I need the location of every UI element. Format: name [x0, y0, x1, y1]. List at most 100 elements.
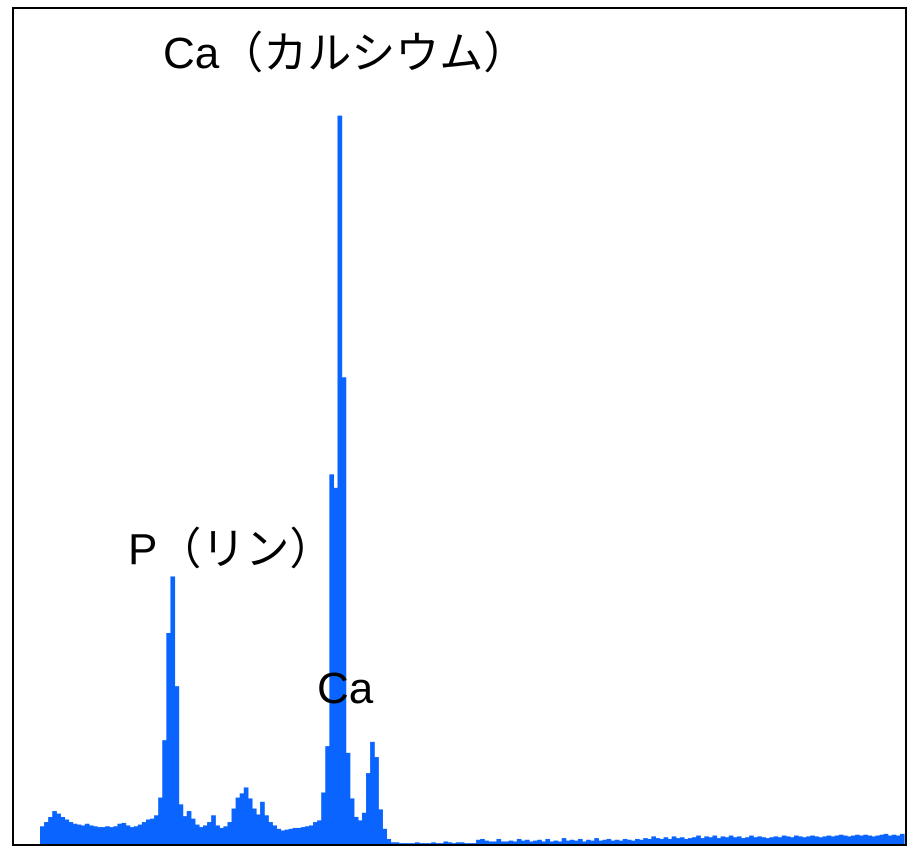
spectrum-bar	[663, 837, 669, 844]
spectrum-bar	[533, 840, 538, 844]
spectrum-bar	[883, 833, 889, 844]
spectrum-bar	[154, 815, 159, 844]
spectrum-bar	[761, 837, 767, 844]
spectrum-bar	[141, 822, 147, 844]
plot-frame	[12, 7, 907, 846]
spectrum-bar	[545, 838, 551, 844]
spectrum-bar	[492, 841, 498, 844]
spectrum-bar	[105, 826, 110, 844]
spectrum-bar	[586, 839, 591, 844]
spectrum-bar	[109, 827, 114, 844]
spectrum-bar	[150, 818, 155, 844]
spectrum-bar	[137, 824, 143, 844]
spectrum-bar	[398, 843, 404, 844]
spectrum-bar	[749, 835, 754, 844]
spectrum-bar	[317, 820, 322, 844]
spectrum-bar	[700, 838, 705, 844]
spectrum-bar	[512, 841, 518, 844]
spectrum-bar	[223, 826, 229, 844]
spectrum-bar	[463, 843, 469, 844]
spectrum-bar	[753, 837, 758, 844]
peak-labels: Ca（カルシウム） P（リン） Ca	[128, 29, 527, 713]
spectrum-bar	[341, 377, 347, 844]
spectrum-bar	[618, 840, 624, 844]
spectrum-bar	[333, 487, 339, 844]
spectrum-bar	[553, 840, 559, 844]
spectrum-bar	[863, 834, 868, 844]
spectrum-bar	[276, 828, 282, 844]
spectrum-bar	[227, 822, 233, 844]
spectrum-bar	[757, 836, 762, 844]
spectrum-bar	[557, 841, 563, 844]
spectrum-bar	[476, 839, 481, 844]
spectrum-bar	[211, 815, 216, 844]
spectrum-bars	[40, 115, 905, 844]
spectrum-bar	[419, 843, 424, 844]
spectrum-bar	[329, 474, 335, 844]
spectrum-bar	[895, 835, 901, 844]
spectrum-bar	[288, 828, 294, 844]
spectrum-bar	[349, 798, 355, 844]
spectrum-bar	[170, 576, 176, 844]
spectrum-bar	[806, 836, 811, 844]
spectrum-bar	[569, 839, 575, 844]
spectrum-bar	[402, 843, 408, 844]
spectrum-bar	[671, 836, 677, 844]
spectrum-bar	[219, 827, 224, 844]
spectrum-bar	[842, 835, 848, 844]
spectrum-bar	[84, 823, 90, 844]
spectrum-bar	[639, 839, 644, 844]
spectrum-bar	[724, 837, 730, 844]
spectrum-bar	[52, 811, 57, 844]
spectrum-bar	[720, 836, 726, 844]
spectrum-bar	[264, 815, 269, 844]
spectrum-bar	[386, 838, 392, 844]
spectrum-bar	[178, 804, 184, 844]
spectrum-bar	[247, 798, 253, 844]
p-peak-label: P（リン）	[128, 525, 333, 574]
spectrum-bar	[728, 835, 734, 844]
spectrum-bar	[304, 826, 310, 844]
spectrum-bar	[48, 816, 53, 844]
spectrum-bar	[60, 816, 66, 844]
spectrum-bar	[182, 816, 188, 844]
spectrum-bar	[406, 843, 412, 844]
spectrum-bar	[867, 835, 872, 844]
spectrum-bar	[777, 837, 783, 844]
spectrum-bar	[594, 838, 599, 844]
spectrum-bar	[688, 838, 693, 844]
spectrum-bar	[598, 840, 604, 844]
spectrum-bar	[44, 822, 49, 844]
spectrum-bar	[814, 836, 820, 844]
spectrum-bar	[692, 837, 697, 844]
spectrum-bar	[891, 834, 897, 844]
spectrum-bar	[410, 843, 416, 844]
spectrum-bar	[337, 115, 343, 844]
spectrum-bar	[610, 840, 616, 844]
spectrum-bar	[732, 837, 738, 844]
spectrum-bar	[875, 835, 881, 844]
spectrum-bar	[97, 827, 102, 844]
spectrum-bar	[361, 812, 367, 844]
spectrum-bar	[186, 811, 192, 844]
spectrum-bar	[243, 787, 249, 844]
spectrum-bar	[537, 839, 542, 844]
spectrum-bar	[577, 838, 583, 844]
spectrum-bar	[887, 835, 893, 844]
spectrum-bar	[630, 840, 636, 844]
spectrum-bar	[431, 842, 436, 844]
spectrum-bar	[488, 841, 493, 844]
spectrum-bar	[529, 841, 534, 844]
spectrum-bar	[162, 740, 167, 844]
spectrum-bar	[541, 841, 546, 844]
spectrum-bar	[798, 836, 803, 844]
spectrum-bar	[561, 838, 567, 844]
spectrum-bar	[125, 825, 131, 844]
spectrum-bar	[565, 840, 571, 844]
spectrum-bar	[117, 823, 123, 844]
spectrum-bar	[789, 837, 795, 844]
spectrum-bar	[472, 843, 477, 844]
spectrum-bar	[198, 827, 204, 844]
spectrum-bar	[712, 835, 718, 844]
spectrum-bar	[838, 834, 844, 844]
